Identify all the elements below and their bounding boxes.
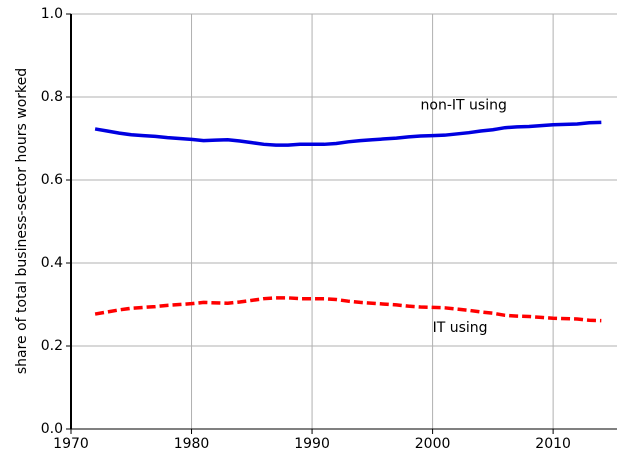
- data-line: [94, 296, 602, 323]
- y-tick-label: 0.0: [41, 421, 63, 437]
- y-tick-label: 0.6: [41, 172, 63, 188]
- series-label: IT using: [433, 320, 488, 336]
- y-tick-label: 1.0: [41, 6, 63, 22]
- data-line: [94, 120, 602, 147]
- x-tick-label: 1990: [294, 436, 330, 452]
- series-label: non-IT using: [421, 97, 507, 113]
- x-tick-label: 2000: [415, 436, 451, 452]
- x-tick-label: 2010: [535, 436, 571, 452]
- x-tick-label: 1970: [53, 436, 89, 452]
- y-axis-label: share of total business-sector hours wor…: [14, 68, 30, 374]
- x-tick-label: 1980: [174, 436, 210, 452]
- y-tick-label: 0.4: [41, 255, 63, 271]
- y-tick-label: 0.2: [41, 338, 63, 354]
- y-tick-label: 0.8: [41, 89, 63, 105]
